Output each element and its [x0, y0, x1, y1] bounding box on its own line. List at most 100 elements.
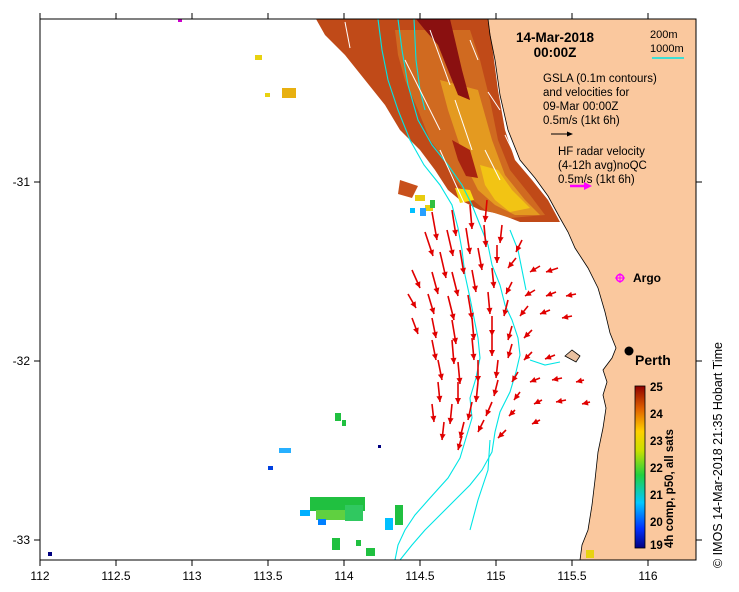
- colorbar-tick: 21: [650, 490, 663, 502]
- hf-arrow-head: [525, 290, 532, 296]
- hf-arrow-head: [489, 330, 495, 336]
- hf-arrow-head: [485, 409, 492, 416]
- hf-legend-line: HF radar velocity: [558, 146, 645, 158]
- x-tick-label: 115.5: [557, 569, 586, 583]
- rottnest-island: [564, 349, 581, 363]
- hf-arrow-head: [524, 331, 531, 338]
- colorbar-tick: 23: [650, 436, 663, 448]
- hf-arrow-head: [492, 389, 499, 396]
- gsla-legend-line: GSLA (0.1m contours): [543, 73, 657, 85]
- hf-arrow-head: [456, 377, 463, 384]
- colorbar-label: 4h comp, p50, all sats: [664, 429, 676, 548]
- y-tick-label: -32: [13, 354, 31, 368]
- hf-arrow-head: [450, 357, 457, 364]
- coastline: [487, 19, 617, 560]
- sst-scattered-patches: [48, 19, 594, 558]
- hf-arrow-head: [512, 375, 518, 382]
- hf-arrow-head: [482, 215, 489, 222]
- gsla-legend-line: 0.5m/s (1kt 6h): [543, 115, 620, 127]
- hf-arrow-head: [452, 229, 459, 236]
- hf-arrow-head: [516, 245, 522, 252]
- colorbar-tick: 25: [650, 382, 663, 394]
- argo-float-marker: [615, 273, 625, 283]
- hf-arrow-head: [562, 313, 569, 320]
- colorbar-tick: 24: [650, 409, 663, 421]
- hf-arrow-head: [506, 351, 513, 358]
- hf-arrow-head: [470, 353, 477, 360]
- hf-arrow-head: [478, 425, 484, 432]
- x-tick-label: 113: [182, 569, 201, 583]
- perth-marker: [624, 346, 634, 356]
- map-time: 00:00Z: [534, 45, 577, 60]
- hf-arrow-head: [546, 290, 553, 297]
- hf-arrow-head: [452, 337, 458, 344]
- hf-arrow-head: [436, 395, 443, 402]
- hf-arrow-head: [576, 377, 583, 384]
- hf-arrow-head: [540, 308, 547, 315]
- hf-arrow-head: [449, 313, 456, 320]
- hf-arrow-head: [432, 233, 439, 240]
- x-tick-label: 114.5: [405, 569, 434, 583]
- colorbar-tick: 22: [650, 463, 663, 475]
- argo-label: Argo: [633, 271, 661, 285]
- hf-legend-line: 0.5m/s (1kt 6h): [558, 174, 635, 186]
- hf-arrow-head: [524, 353, 531, 360]
- hf-arrow-head: [532, 418, 539, 424]
- hf-arrow-head: [486, 307, 493, 314]
- hf-radar-vectors: [407, 199, 591, 451]
- legend-200m: 200m: [650, 29, 678, 41]
- hf-legend-line: (4-12h avg)noQC: [558, 160, 647, 172]
- hf-arrow-head: [471, 285, 478, 292]
- hf-arrow-head: [430, 415, 437, 422]
- contour-1000m: [377, 19, 481, 560]
- sst-satellite-patch: [316, 19, 560, 222]
- contour-200m: [397, 19, 521, 560]
- hf-arrow-head: [582, 399, 589, 406]
- hf-arrow-head: [413, 327, 419, 334]
- hf-arrow-head: [530, 376, 537, 383]
- hf-arrow-head: [466, 413, 473, 420]
- hf-arrow-head: [466, 247, 473, 254]
- hf-arrow-head: [546, 267, 553, 273]
- hf-arrow-head: [441, 271, 448, 278]
- hf-arrow-head: [552, 375, 559, 382]
- hf-arrow-head: [545, 353, 552, 360]
- hf-arrow-head: [473, 395, 480, 402]
- colorbar-tick: 19: [650, 540, 663, 552]
- hf-arrow-head: [508, 261, 515, 268]
- hf-arrow-head: [489, 350, 495, 356]
- colorbar-tick: 20: [650, 517, 663, 529]
- hf-arrow-head: [506, 287, 512, 294]
- hf-arrow-head: [498, 431, 505, 438]
- x-tick-label: 115: [486, 569, 505, 583]
- gsla-velocity-vectors: [344, 21, 519, 206]
- legend-1000m: 1000m: [650, 43, 684, 55]
- plot-frame: [39, 18, 697, 561]
- hf-arrow-head: [453, 289, 460, 296]
- hf-arrow-head: [514, 393, 520, 400]
- hf-arrow-head: [566, 291, 573, 298]
- hf-arrow-head: [448, 249, 455, 256]
- colorbar: [634, 385, 646, 549]
- hf-arrow-head: [468, 222, 475, 229]
- hf-arrow-head: [460, 267, 466, 274]
- hf-arrow-head: [410, 301, 416, 308]
- y-tick-label: -31: [13, 175, 31, 189]
- hf-arrow-head: [482, 240, 489, 247]
- hf-arrow-head: [433, 287, 440, 294]
- x-tick-label: 114: [334, 569, 353, 583]
- gsla-legend-line: and velocities for: [543, 87, 629, 99]
- bathymetry-contours: [377, 19, 561, 560]
- hf-arrow-head: [509, 409, 516, 416]
- hf-arrow-head: [447, 417, 454, 424]
- hf-arrow-head: [494, 257, 500, 263]
- hf-arrow-head: [530, 266, 537, 272]
- hf-arrow-head: [458, 431, 465, 438]
- x-tick-label: 116: [638, 569, 657, 583]
- hf-arrow-head: [456, 443, 463, 450]
- x-tick-label: 112.5: [101, 569, 130, 583]
- hf-arrow-head: [431, 353, 438, 360]
- hf-arrow-head: [490, 281, 497, 288]
- axis-ticks: [34, 13, 702, 566]
